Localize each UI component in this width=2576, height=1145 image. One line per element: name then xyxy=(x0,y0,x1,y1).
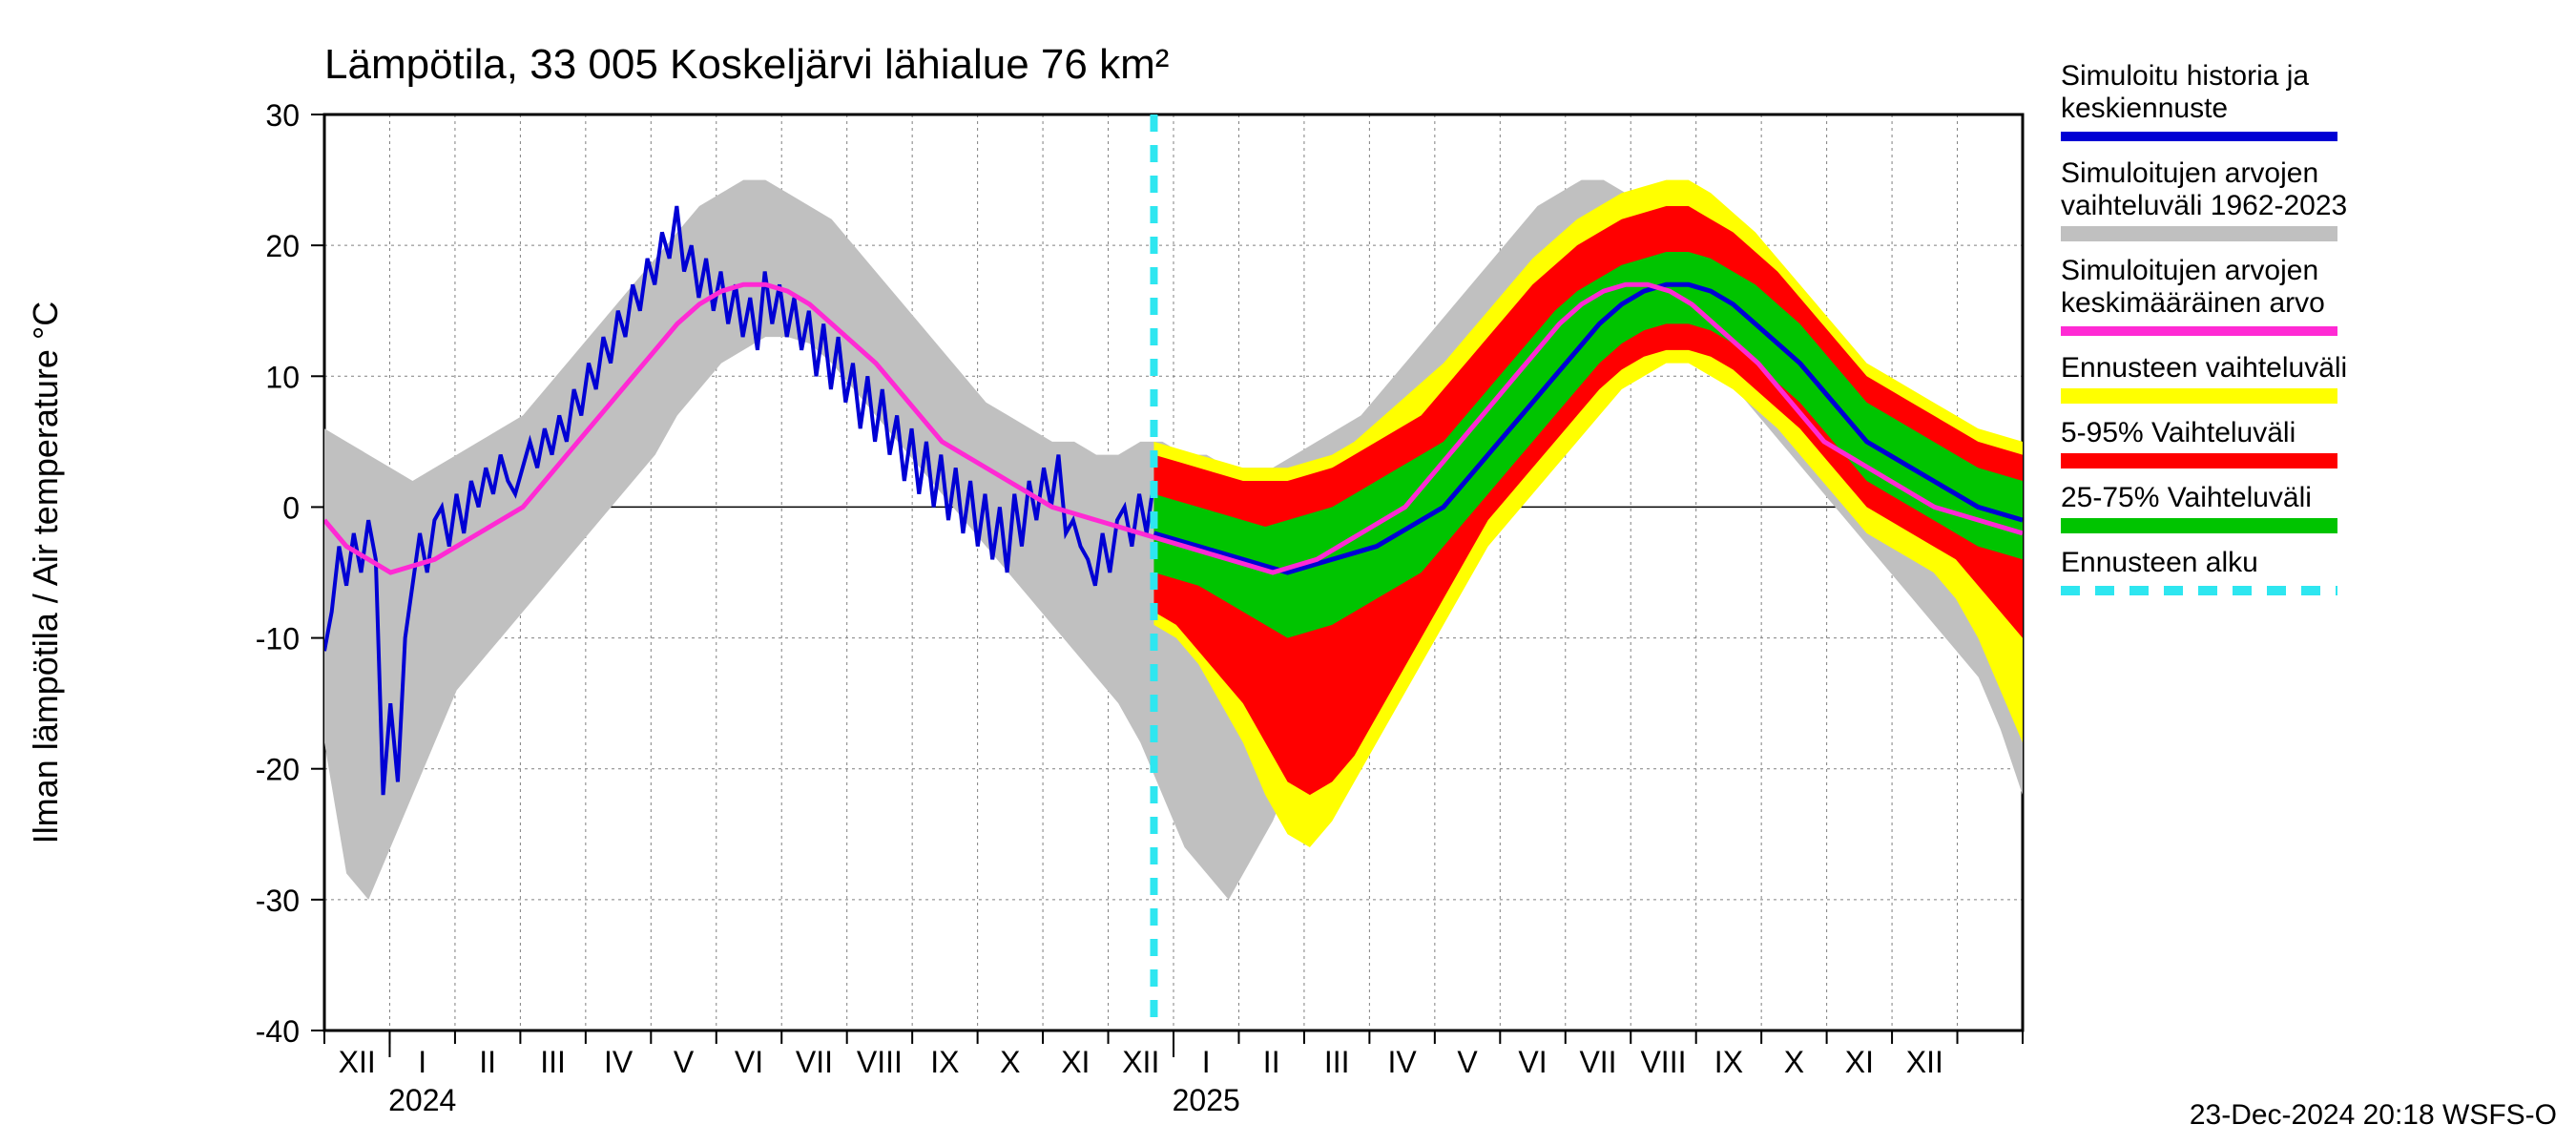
x-month-label: V xyxy=(674,1045,695,1079)
x-month-label: VII xyxy=(1579,1045,1616,1079)
legend-label: Simuloitu historia ja xyxy=(2061,60,2309,92)
x-month-label: II xyxy=(479,1045,496,1079)
y-tick-label: -20 xyxy=(256,753,300,787)
x-month-label: IX xyxy=(1714,1045,1743,1079)
x-month-label: XII xyxy=(1906,1045,1943,1079)
y-tick-label: -30 xyxy=(256,884,300,918)
x-month-label: VI xyxy=(735,1045,763,1079)
x-month-label: VIII xyxy=(1640,1045,1686,1079)
x-month-label: VI xyxy=(1518,1045,1547,1079)
chart-title: Lämpötila, 33 005 Koskeljärvi lähialue 7… xyxy=(324,41,1169,88)
legend-swatch xyxy=(2061,518,2337,533)
x-month-label: XII xyxy=(1122,1045,1159,1079)
legend-label: 5-95% Vaihteluväli xyxy=(2061,417,2296,448)
y-tick-label: 10 xyxy=(265,360,300,394)
x-month-label: III xyxy=(1324,1045,1350,1079)
x-month-label: I xyxy=(418,1045,426,1079)
temperature-chart: -40-30-20-100102030XIIIIIIIIIVVVIVIIVIII… xyxy=(0,0,2576,1145)
x-month-label: V xyxy=(1457,1045,1478,1079)
y-tick-label: -40 xyxy=(256,1014,300,1049)
legend-label: Ennusteen vaihteluväli xyxy=(2061,352,2347,384)
x-month-label: X xyxy=(1000,1045,1020,1079)
y-axis-label: Ilman lämpötila / Air temperature °C xyxy=(26,302,65,844)
legend-label: Ennusteen alku xyxy=(2061,547,2258,578)
x-month-label: VIII xyxy=(857,1045,903,1079)
x-month-label: I xyxy=(1202,1045,1211,1079)
legend-label: vaihteluväli 1962-2023 xyxy=(2061,190,2347,221)
legend-label: keskiennuste xyxy=(2061,93,2228,124)
y-tick-label: 0 xyxy=(282,490,300,525)
x-month-label: XI xyxy=(1845,1045,1874,1079)
x-month-label: IV xyxy=(1387,1045,1417,1079)
legend-swatch xyxy=(2061,453,2337,468)
x-month-label: IV xyxy=(604,1045,634,1079)
y-tick-label: 20 xyxy=(265,229,300,263)
legend-label: 25-75% Vaihteluväli xyxy=(2061,482,2312,513)
footer-timestamp: 23-Dec-2024 20:18 WSFS-O xyxy=(2190,1099,2557,1131)
legend-label: Simuloitujen arvojen xyxy=(2061,255,2318,286)
x-month-label: II xyxy=(1263,1045,1280,1079)
x-month-label: XI xyxy=(1061,1045,1090,1079)
x-month-label: IX xyxy=(930,1045,959,1079)
legend-swatch xyxy=(2061,226,2337,241)
legend-label: Simuloitujen arvojen xyxy=(2061,157,2318,189)
x-month-label: III xyxy=(540,1045,566,1079)
legend-swatch xyxy=(2061,388,2337,404)
y-tick-label: -10 xyxy=(256,622,300,656)
x-month-label: XII xyxy=(339,1045,376,1079)
chart-svg: -40-30-20-100102030XIIIIIIIIIVVVIVIIVIII… xyxy=(0,0,2576,1145)
legend-label: keskimääräinen arvo xyxy=(2061,287,2325,319)
x-month-label: VII xyxy=(796,1045,833,1079)
y-tick-label: 30 xyxy=(265,98,300,133)
x-month-label: X xyxy=(1784,1045,1804,1079)
x-year-label: 2025 xyxy=(1173,1083,1240,1117)
x-year-label: 2024 xyxy=(388,1083,456,1117)
